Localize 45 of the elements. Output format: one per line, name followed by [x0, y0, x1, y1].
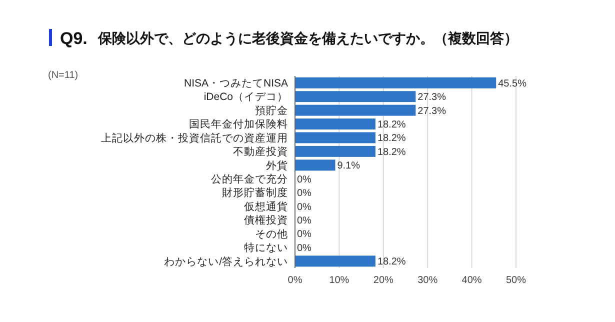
- bar: [295, 146, 376, 157]
- text: (N=11): [48, 70, 78, 81]
- data-label: 0%: [297, 202, 312, 213]
- bar: [295, 118, 376, 130]
- y-tick-label: 国民年金付加保険料: [189, 118, 288, 131]
- bar: [295, 91, 416, 102]
- y-tick-label: 上記以外の株・投資信託での資産運用: [101, 131, 288, 144]
- data-label: 18.2%: [377, 256, 406, 268]
- data-label: 0%: [297, 242, 312, 254]
- x-tick-label: 10%: [329, 275, 350, 286]
- x-tick-label: 20%: [373, 275, 394, 286]
- data-label: 18.2%: [377, 133, 406, 144]
- x-tick-label: 40%: [462, 275, 482, 286]
- data-label: 0%: [297, 216, 312, 226]
- y-tick-label: iDeCo（イデコ）: [204, 91, 288, 104]
- y-tick-label: その他: [255, 228, 288, 240]
- y-tick-label: 不動産投資: [233, 145, 288, 158]
- bar: [295, 77, 496, 88]
- data-label: 0%: [297, 229, 312, 240]
- x-tick-label: 30%: [418, 275, 438, 286]
- y-tick-label: わからない/答えられない: [164, 256, 288, 268]
- data-label: 18.2%: [377, 146, 406, 158]
- data-label: 0%: [297, 174, 312, 186]
- x-tick-label: 50%: [506, 275, 526, 286]
- x-tick-label: 0%: [288, 275, 302, 286]
- bar: [295, 256, 376, 267]
- y-tick-label: NISA・つみたてNISA: [184, 78, 288, 90]
- data-label: 18.2%: [377, 120, 406, 130]
- y-tick-label: 特にない: [244, 242, 288, 254]
- bar: [295, 132, 376, 144]
- y-tick-label: 仮想通貨: [244, 200, 288, 213]
- text: Q9.: [60, 29, 88, 48]
- data-label: 9.1%: [337, 160, 360, 172]
- bar: [295, 160, 336, 171]
- y-tick-label: 財形貯蓄制度: [222, 186, 288, 200]
- data-label: 45.5%: [498, 78, 527, 90]
- bar: [295, 104, 416, 116]
- data-label: 27.3%: [418, 106, 446, 117]
- chart-subtitle: 保険以外で、どのように老後資金を備えたいですか。（複数回答）: [97, 30, 518, 47]
- y-tick-label: 預貯金: [255, 104, 288, 117]
- y-tick-label: 外貨: [266, 158, 288, 172]
- y-tick-label: 公的年金で充分: [211, 172, 288, 186]
- y-tick-label: 債権投資: [244, 214, 288, 227]
- data-label: 0%: [297, 188, 312, 200]
- data-label: 27.3%: [418, 92, 446, 104]
